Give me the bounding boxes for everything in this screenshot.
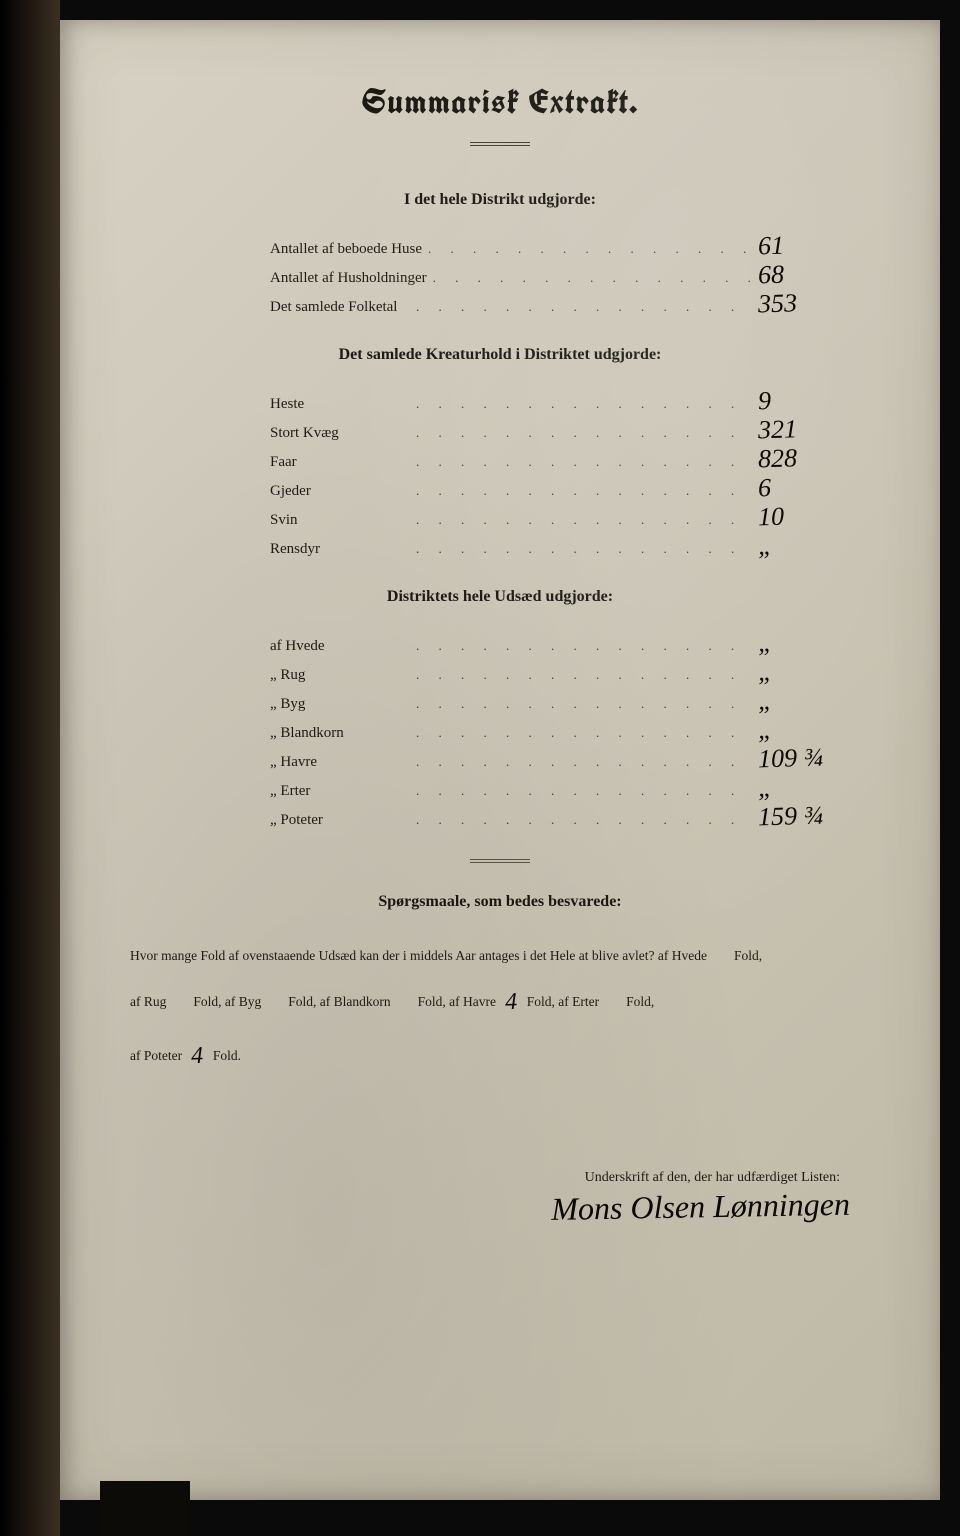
row-label: „ Blandkorn bbox=[270, 725, 410, 742]
document-page: Summarisk Extrakt. I det hele Distrikt u… bbox=[60, 20, 940, 1500]
data-row: Heste. . . . . . . . . . . . . . . . . .… bbox=[270, 388, 870, 413]
row-value: „ bbox=[750, 686, 871, 713]
row-value: 68 bbox=[750, 260, 871, 287]
row-label: „ Byg bbox=[270, 696, 410, 713]
row-label: Svin bbox=[270, 512, 410, 529]
row-value: 9 bbox=[750, 386, 871, 413]
leader-dots: . . . . . . . . . . . . . . . . . . . . … bbox=[410, 425, 750, 441]
leader-dots: . . . . . . . . . . . . . . . . . . . . … bbox=[410, 812, 750, 828]
leader-dots: . . . . . . . . . . . . . . . . . . . . … bbox=[410, 725, 750, 741]
q-text: af Poteter bbox=[130, 1048, 182, 1063]
row-label: Antallet af Husholdninger bbox=[270, 270, 427, 287]
row-value: 61 bbox=[750, 231, 871, 258]
questions-block: Hvor mange Fold af ovenstaaende Udsæd ka… bbox=[130, 941, 870, 1080]
row-label: Stort Kvæg bbox=[270, 425, 410, 442]
data-row: „ Erter. . . . . . . . . . . . . . . . .… bbox=[270, 775, 870, 800]
row-value: 109 ¾ bbox=[750, 744, 871, 771]
q-text: Fold, bbox=[626, 994, 654, 1009]
row-label: Gjeder bbox=[270, 483, 410, 500]
row-label: Antallet af beboede Huse bbox=[270, 241, 422, 258]
row-label: „ Poteter bbox=[270, 812, 410, 829]
q-text: Fold, af Blandkorn bbox=[288, 994, 390, 1009]
row-label: Heste bbox=[270, 396, 410, 413]
data-row: „ Poteter. . . . . . . . . . . . . . . .… bbox=[270, 804, 870, 829]
row-label: „ Rug bbox=[270, 667, 410, 684]
data-row: af Hvede. . . . . . . . . . . . . . . . … bbox=[270, 630, 870, 655]
leader-dots: . . . . . . . . . . . . . . . . . . . . … bbox=[427, 270, 750, 286]
leader-dots: . . . . . . . . . . . . . . . . . . . . … bbox=[422, 241, 750, 257]
leader-dots: . . . . . . . . . . . . . . . . . . . . … bbox=[410, 396, 750, 412]
row-label: Det samlede Folketal bbox=[270, 299, 410, 316]
leader-dots: . . . . . . . . . . . . . . . . . . . . … bbox=[410, 541, 750, 557]
leader-dots: . . . . . . . . . . . . . . . . . . . . … bbox=[410, 638, 750, 654]
data-row: Det samlede Folketal. . . . . . . . . . … bbox=[270, 291, 870, 316]
divider bbox=[470, 859, 530, 863]
questions-heading: Spørgsmaale, som bedes besvarede: bbox=[130, 893, 870, 911]
signature: Mons Olsen Lønningen bbox=[130, 1186, 851, 1236]
data-row: Svin. . . . . . . . . . . . . . . . . . … bbox=[270, 504, 870, 529]
data-row: „ Byg. . . . . . . . . . . . . . . . . .… bbox=[270, 688, 870, 713]
row-value: 828 bbox=[750, 444, 871, 471]
data-row: Rensdyr. . . . . . . . . . . . . . . . .… bbox=[270, 533, 870, 558]
signature-heading: Underskrift af den, der har udfærdiget L… bbox=[130, 1170, 840, 1186]
row-value: 353 bbox=[750, 289, 871, 316]
data-row: „ Rug. . . . . . . . . . . . . . . . . .… bbox=[270, 659, 870, 684]
havre-fold-value: 4 bbox=[499, 975, 525, 1029]
data-row: „ Havre. . . . . . . . . . . . . . . . .… bbox=[270, 746, 870, 771]
data-row: Gjeder. . . . . . . . . . . . . . . . . … bbox=[270, 475, 870, 500]
q-text: Fold, bbox=[734, 948, 762, 963]
leader-dots: . . . . . . . . . . . . . . . . . . . . … bbox=[410, 512, 750, 528]
title-rule bbox=[470, 142, 530, 146]
row-label: „ Erter bbox=[270, 783, 410, 800]
data-row: Antallet af beboede Huse. . . . . . . . … bbox=[270, 233, 870, 258]
q-text: Fold, af Erter bbox=[527, 994, 599, 1009]
data-row: Antallet af Husholdninger. . . . . . . .… bbox=[270, 262, 870, 287]
book-spine bbox=[0, 0, 60, 1536]
row-value: 10 bbox=[750, 502, 871, 529]
row-label: Rensdyr bbox=[270, 541, 410, 558]
leader-dots: . . . . . . . . . . . . . . . . . . . . … bbox=[410, 696, 750, 712]
dark-tab bbox=[100, 1481, 190, 1536]
row-value: „ bbox=[750, 715, 871, 742]
row-value: „ bbox=[750, 773, 871, 800]
page-title: Summarisk Extrakt. bbox=[130, 80, 870, 124]
q-text: Fold. bbox=[213, 1048, 241, 1063]
row-label: af Hvede bbox=[270, 638, 410, 655]
leader-dots: . . . . . . . . . . . . . . . . . . . . … bbox=[410, 783, 750, 799]
leader-dots: . . . . . . . . . . . . . . . . . . . . … bbox=[410, 667, 750, 683]
row-value: „ bbox=[750, 657, 871, 684]
q-text: Fold, af Havre bbox=[418, 994, 496, 1009]
row-label: „ Havre bbox=[270, 754, 410, 771]
row-value: 159 ¾ bbox=[750, 802, 871, 829]
leader-dots: . . . . . . . . . . . . . . . . . . . . … bbox=[410, 754, 750, 770]
leader-dots: . . . . . . . . . . . . . . . . . . . . … bbox=[410, 299, 750, 315]
row-value: 6 bbox=[750, 473, 871, 500]
leader-dots: . . . . . . . . . . . . . . . . . . . . … bbox=[410, 454, 750, 470]
data-row: Faar. . . . . . . . . . . . . . . . . . … bbox=[270, 446, 870, 471]
q-text: Fold, af Byg bbox=[193, 994, 261, 1009]
data-row: Stort Kvæg. . . . . . . . . . . . . . . … bbox=[270, 417, 870, 442]
row-value: „ bbox=[750, 531, 871, 558]
q-text: af Rug bbox=[130, 994, 166, 1009]
section3-heading: Distriktets hele Udsæd udgjorde: bbox=[130, 588, 870, 606]
poteter-fold-value: 4 bbox=[185, 1030, 211, 1084]
section1-heading: I det hele Distrikt udgjorde: bbox=[130, 191, 870, 209]
row-value: „ bbox=[750, 628, 871, 655]
data-row: „ Blandkorn. . . . . . . . . . . . . . .… bbox=[270, 717, 870, 742]
q-text: Hvor mange Fold af ovenstaaende Udsæd ka… bbox=[130, 948, 707, 963]
leader-dots: . . . . . . . . . . . . . . . . . . . . … bbox=[410, 483, 750, 499]
row-value: 321 bbox=[750, 415, 871, 442]
section2-heading: Det samlede Kreaturhold i Distriktet udg… bbox=[130, 346, 870, 364]
row-label: Faar bbox=[270, 454, 410, 471]
